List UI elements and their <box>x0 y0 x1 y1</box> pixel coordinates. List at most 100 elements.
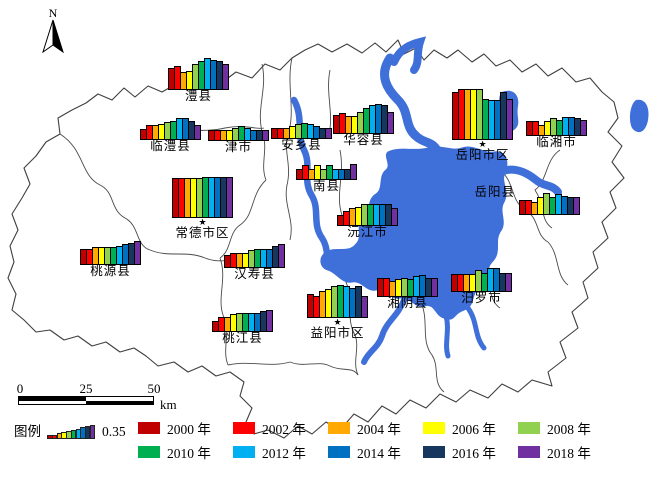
county-label-lixian: 澧县 <box>184 89 212 103</box>
county-label-linxiang: 临湘市 <box>536 135 577 149</box>
south-outlet-3 <box>465 305 487 351</box>
year-legend-item-2006: 2006 年 <box>423 420 518 437</box>
bar-huarong-2018 <box>387 112 394 134</box>
bar-nanxian-2018 <box>350 164 357 180</box>
county-chart-yueyang-county: 岳阳县 <box>474 159 580 215</box>
year-label-2018: 2018 年 <box>547 445 591 461</box>
bar-changde-urban-2018 <box>226 177 233 218</box>
bar-taoyuan-2018 <box>134 241 141 265</box>
county-chart-miluo: 汨罗市 <box>451 236 512 305</box>
county-chart-huarong: 华容县 <box>333 78 394 147</box>
county-chart-jinshi: 津市 <box>208 85 269 154</box>
county-label-yiyang-urban: 益阳市区 <box>310 326 365 340</box>
county-label-yueyang-urban: 岳阳市区 <box>455 148 510 162</box>
county-label-yuanjiang: 沅江市 <box>347 225 388 239</box>
legend-title: 图例 <box>14 424 41 439</box>
year-swatch-2004 <box>328 421 350 434</box>
bar-xiangyin-2018 <box>431 278 438 297</box>
county-bars-xiangyin <box>377 241 438 297</box>
year-legend-item-2010: 2010 年 <box>138 444 233 461</box>
scale-bar-graphic <box>18 396 154 405</box>
county-label-yueyang-county: 岳阳县 <box>474 185 515 199</box>
city-star-icon: ★ <box>478 139 487 149</box>
year-label-2008: 2008 年 <box>547 421 591 437</box>
county-chart-xiangyin: 湘阴县 <box>377 241 438 310</box>
year-legend-item-2008: 2008 年 <box>518 420 613 437</box>
county-label-nanxian: 南县 <box>312 179 340 193</box>
legend-example-bar-2018 <box>89 425 96 439</box>
county-label-jinshi: 津市 <box>224 140 252 154</box>
year-legend-item-2018: 2018 年 <box>518 444 613 461</box>
bar-yueyang-urban-2018 <box>506 99 513 140</box>
county-bars-lixian <box>168 34 229 90</box>
small-lake-2 <box>629 99 649 133</box>
bar-anxiang-2018 <box>325 128 332 139</box>
year-legend-item-2004: 2004 年 <box>328 420 423 437</box>
county-chart-taoyuan: 桃源县 <box>80 209 141 278</box>
year-label-2000: 2000 年 <box>167 421 211 437</box>
county-bars-linli <box>140 84 201 140</box>
county-bars-yiyang-urban <box>307 262 368 318</box>
scale-unit: km <box>160 397 177 412</box>
legend-example-chart <box>47 424 96 439</box>
county-bars-jinshi <box>208 85 269 141</box>
legend-example: 图例 0.35 <box>14 424 126 439</box>
county-label-taojiang: 桃江县 <box>222 331 263 345</box>
yangtze-loop <box>390 36 427 74</box>
yangtze-river <box>380 53 443 157</box>
bar-yuanjiang-2018 <box>391 208 398 226</box>
county-chart-linxiang: 临湘市 <box>526 80 587 149</box>
year-swatch-2012 <box>233 445 255 458</box>
county-chart-taojiang: 桃江县 <box>212 276 273 345</box>
year-label-2004: 2004 年 <box>357 421 401 437</box>
city-star-icon: ★ <box>198 217 207 227</box>
scale-tick-0: 0 <box>16 381 24 396</box>
year-swatch-2002 <box>233 421 255 434</box>
county-chart-changde-urban: ★ 常德市区 <box>172 162 233 240</box>
year-label-2002: 2002 年 <box>262 421 306 437</box>
bar-miluo-2018 <box>505 273 512 292</box>
year-swatch-2010 <box>138 445 160 458</box>
year-legend-item-2012: 2012 年 <box>233 444 328 461</box>
scale-tick-50: 50 <box>147 381 161 396</box>
county-bars-taoyuan <box>80 209 141 265</box>
year-legend-item-2002: 2002 年 <box>233 420 328 437</box>
year-swatch-2006 <box>423 421 445 434</box>
bar-linxiang-2018 <box>580 120 587 136</box>
county-label-huarong: 华容县 <box>343 133 384 147</box>
county-chart-yuanjiang: 沅江市 <box>337 170 398 239</box>
county-label-anxiang: 安乡县 <box>281 138 322 152</box>
year-swatch-2018 <box>518 445 540 458</box>
year-legend-item-2016: 2016 年 <box>423 444 518 461</box>
scale-bar: 0 25 50 km <box>16 381 208 413</box>
year-swatch-2008 <box>518 421 540 434</box>
year-label-2006: 2006 年 <box>452 421 496 437</box>
scale-ticks: 0 25 50 <box>16 381 208 396</box>
county-bars-yueyang-county <box>519 159 580 215</box>
county-bars-yueyang-urban <box>452 84 513 140</box>
county-bars-taojiang <box>212 276 273 332</box>
county-bars-huarong <box>333 78 394 134</box>
county-chart-linli: 临澧县 <box>140 84 201 153</box>
county-chart-anxiang: 安乡县 <box>271 83 332 152</box>
scale-tick-25: 25 <box>79 381 93 396</box>
northeast-horn <box>496 165 562 196</box>
county-label-taoyuan: 桃源县 <box>90 264 131 278</box>
south-outlet-2 <box>443 313 451 359</box>
bar-jinshi-2018 <box>262 130 269 141</box>
county-bars-yuanjiang <box>337 170 398 226</box>
county-chart-hanshou: 汉寿县 <box>224 212 285 281</box>
county-bars-changde-urban <box>172 162 233 218</box>
bar-linli-2018 <box>194 125 201 140</box>
county-label-linli: 临澧县 <box>150 139 191 153</box>
year-label-2014: 2014 年 <box>357 445 401 461</box>
year-legend-item-2014: 2014 年 <box>328 444 423 461</box>
county-bars-hanshou <box>224 212 285 268</box>
county-bars-anxiang <box>271 83 332 139</box>
year-swatch-2000 <box>138 421 160 434</box>
county-label-xiangyin: 湘阴县 <box>387 296 428 310</box>
county-label-hanshou: 汉寿县 <box>234 267 275 281</box>
bar-yueyang-county-2018 <box>573 197 580 215</box>
north-label: N <box>48 6 58 20</box>
